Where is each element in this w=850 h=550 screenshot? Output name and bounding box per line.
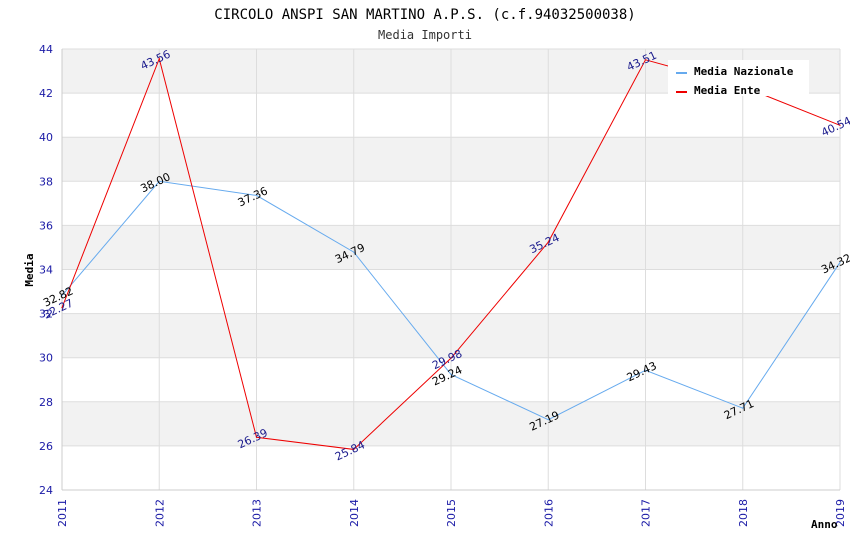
data-point-media-ente xyxy=(353,448,355,451)
x-tick-label: 2018 xyxy=(737,499,750,527)
data-point-media-ente xyxy=(255,436,258,438)
y-tick-label: 30 xyxy=(39,352,53,365)
x-tick-label: 2015 xyxy=(445,499,458,527)
y-axis-title: Media xyxy=(23,253,36,286)
legend-label-media-ente: Media Ente xyxy=(694,84,761,97)
data-point-media-ente xyxy=(61,307,63,309)
data-point-media-nazionale xyxy=(255,194,258,197)
data-point-media-nazionale xyxy=(547,419,549,421)
y-axis-ticks: 24 26 28 30 32 34 36 38 40 42 44 xyxy=(39,43,53,497)
x-axis-ticks: 2011 2012 2013 2014 2015 2016 2017 2018 2019 xyxy=(56,499,847,527)
y-tick-label: 44 xyxy=(39,43,53,56)
chart-subtitle: Media Importi xyxy=(378,28,472,42)
legend-box xyxy=(668,60,809,96)
x-tick-label: 2013 xyxy=(251,499,264,527)
chart-title: CIRCOLO ANSPI SAN MARTINO A.P.S. (c.f.94… xyxy=(214,7,635,23)
data-point-media-nazionale xyxy=(353,251,355,253)
y-tick-label: 26 xyxy=(39,440,53,453)
y-tick-label: 28 xyxy=(39,396,53,409)
data-point-media-ente xyxy=(547,241,549,243)
data-point-media-ente xyxy=(839,124,841,126)
x-tick-label: 2019 xyxy=(834,499,847,527)
data-point-media-ente xyxy=(644,59,647,61)
y-tick-label: 40 xyxy=(39,131,53,144)
data-point-media-ente xyxy=(450,357,452,359)
axes xyxy=(61,49,840,491)
y-tick-label: 42 xyxy=(39,87,53,100)
data-point-media-nazionale xyxy=(450,373,452,376)
y-tick-label: 24 xyxy=(39,484,53,497)
legend: Media Nazionale Media Ente xyxy=(668,60,809,97)
data-point-media-nazionale xyxy=(158,180,160,182)
y-tick-label: 38 xyxy=(39,175,53,188)
data-point-media-nazionale xyxy=(742,407,744,409)
data-point-media-nazionale xyxy=(644,369,647,371)
x-tick-label: 2016 xyxy=(542,499,555,527)
data-point-media-ente xyxy=(158,58,160,60)
y-tick-label: 32 xyxy=(39,308,53,321)
x-tick-label: 2011 xyxy=(56,499,69,527)
x-tick-label: 2012 xyxy=(153,499,166,527)
y-tick-label: 34 xyxy=(39,264,53,277)
data-point-media-nazionale xyxy=(61,294,63,297)
x-axis-title: Anno xyxy=(811,518,838,531)
x-tick-label: 2017 xyxy=(640,499,653,527)
x-tick-label: 2014 xyxy=(348,499,361,527)
y-tick-label: 36 xyxy=(39,219,53,232)
legend-label-media-nazionale: Media Nazionale xyxy=(694,65,794,78)
data-point-media-nazionale xyxy=(839,261,841,264)
